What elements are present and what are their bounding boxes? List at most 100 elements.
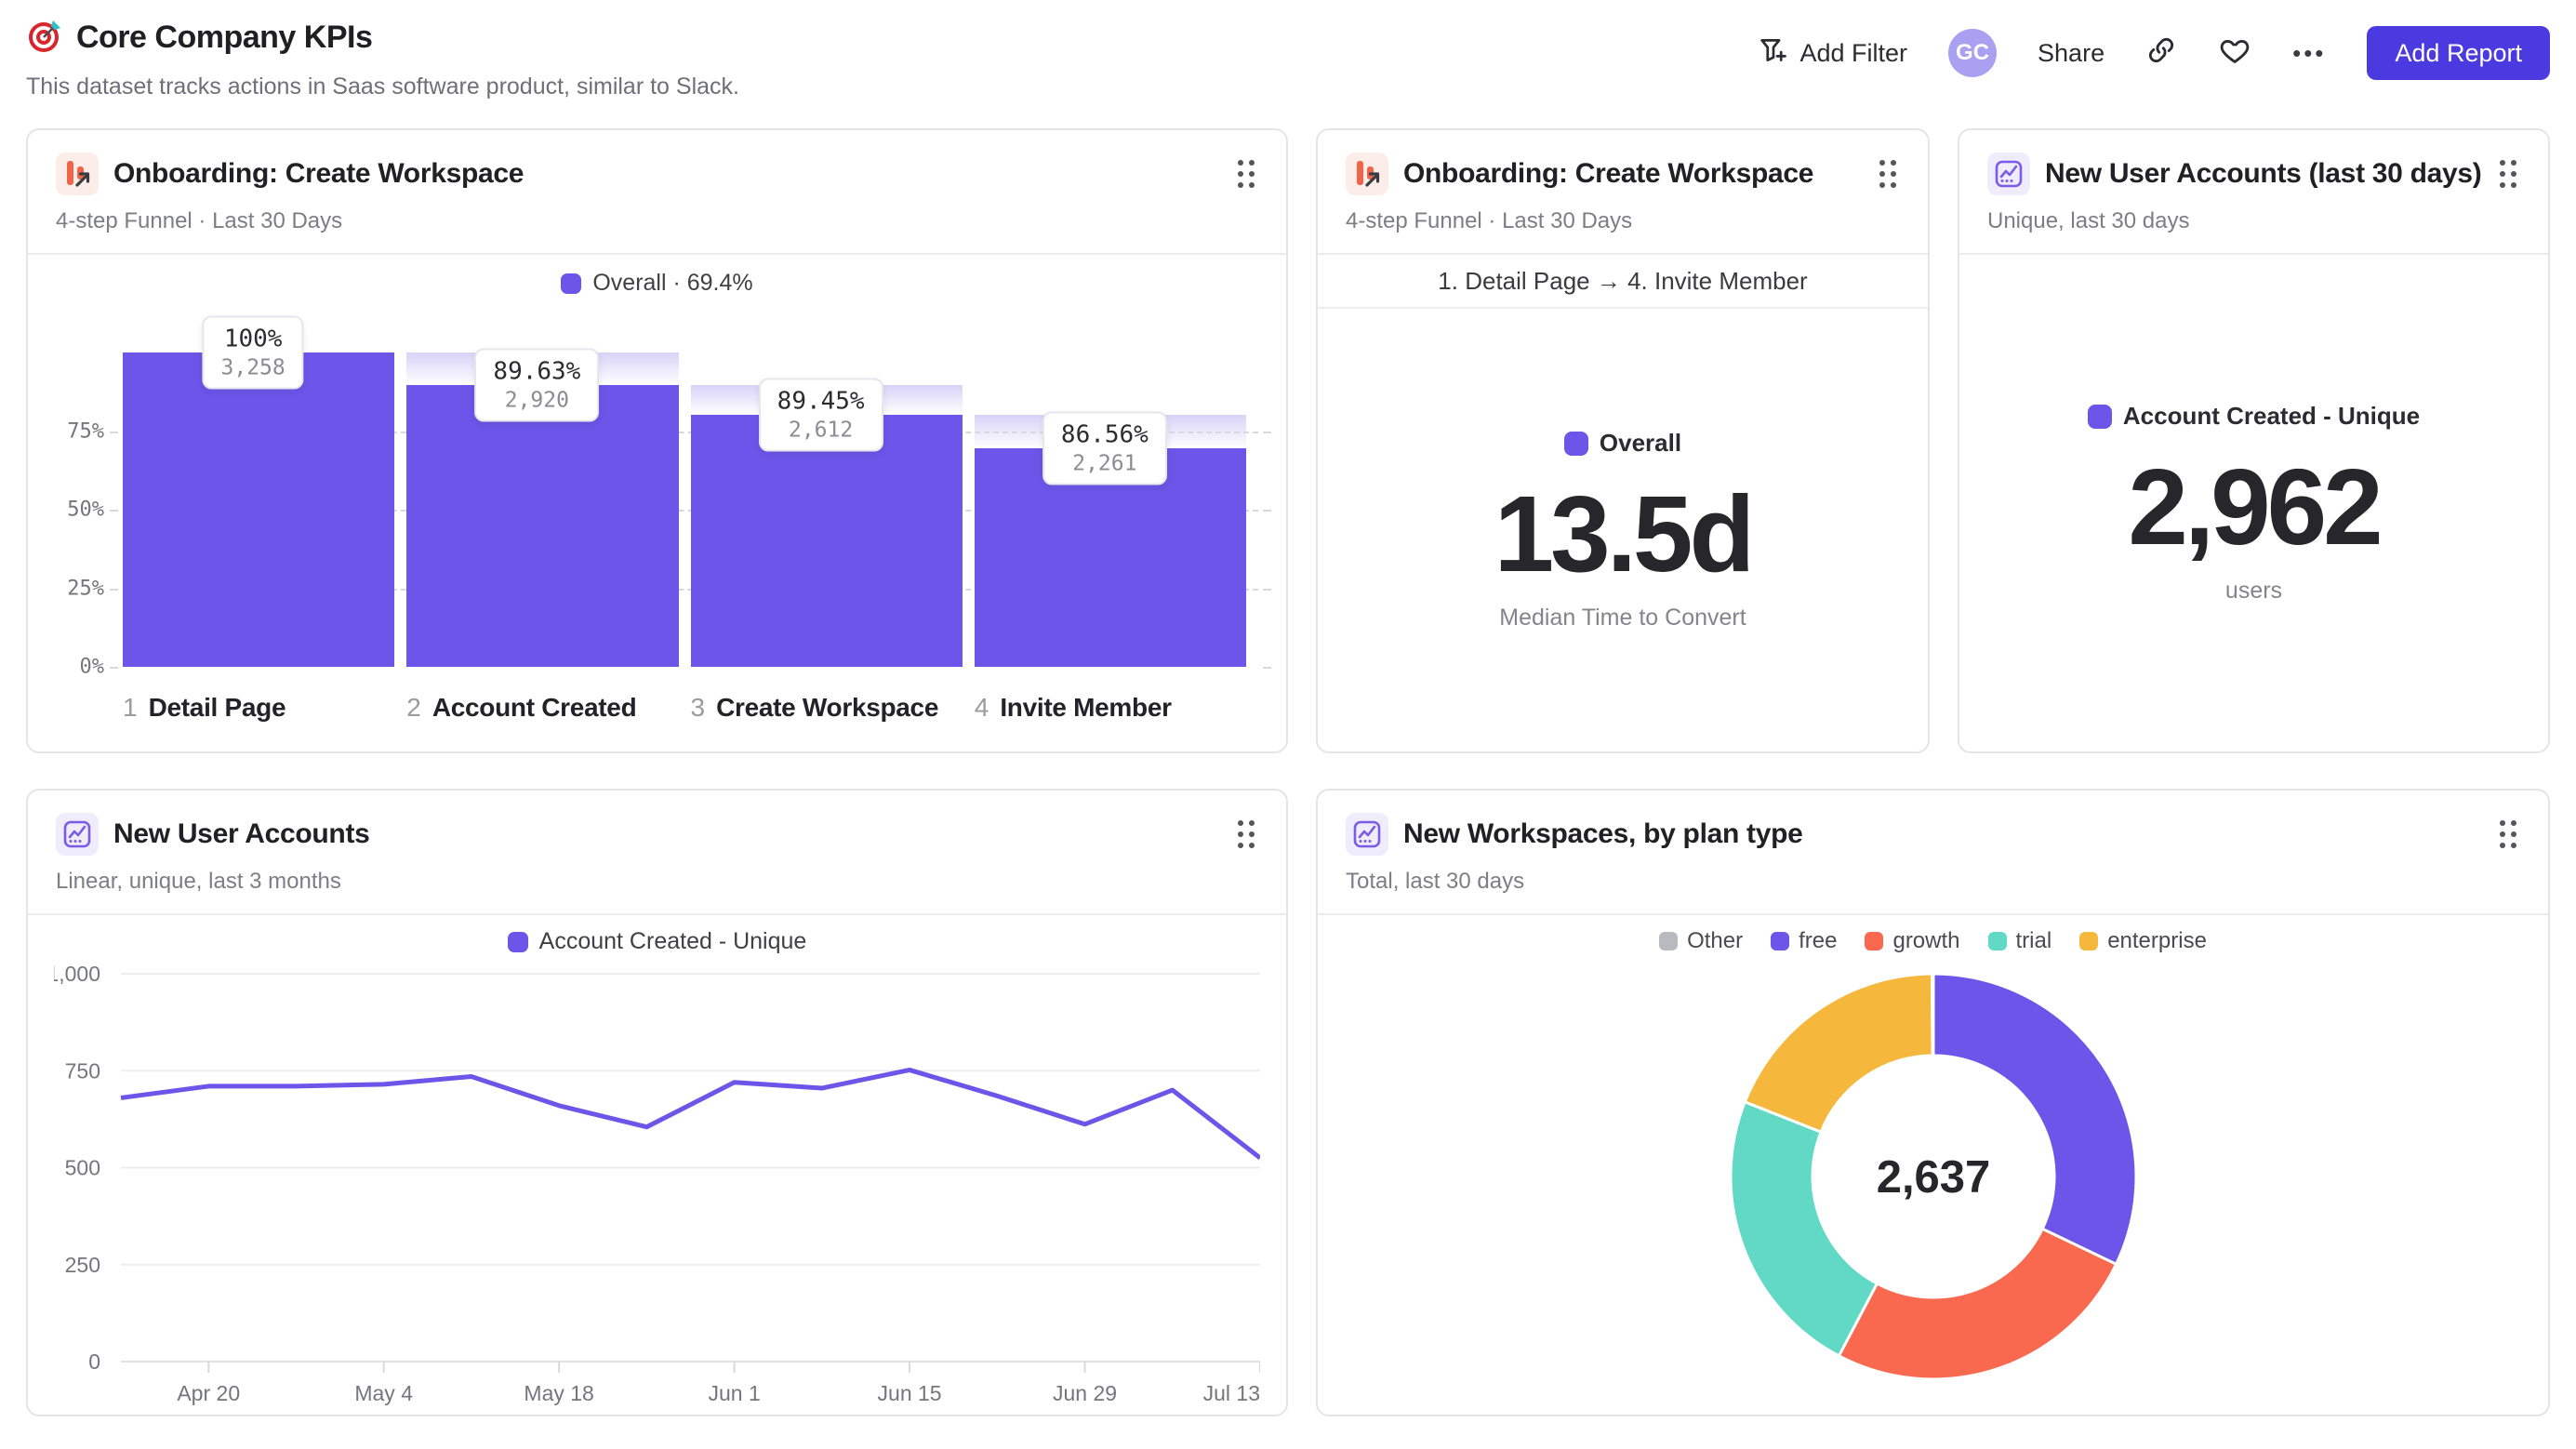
funnel-steps: 1 Detail Page 2 Account Created 3 Create Work… [123, 693, 1258, 723]
legend-swatch [1659, 932, 1679, 950]
donut-slice-other[interactable] [1930, 972, 1934, 1057]
funnel-bar-slot[interactable]: 89.63% 2,920 [406, 348, 679, 667]
funnel-legend[interactable]: Overall · 69.4% [56, 270, 1258, 297]
share-label: Share [2038, 38, 2105, 67]
favorite-button[interactable] [2218, 33, 2251, 73]
donut-legend-item-free[interactable]: free [1771, 928, 1837, 954]
add-filter-button[interactable]: Add Filter [1757, 34, 1907, 73]
legend-swatch [1771, 932, 1790, 950]
card-drag-handle[interactable] [1876, 156, 1900, 192]
target-icon [26, 17, 63, 59]
funnel-tick-mark [110, 510, 118, 512]
card-title: Onboarding: Create Workspace [113, 158, 524, 189]
funnel-bar-slot[interactable]: 86.56% 2,261 [974, 352, 1246, 667]
page-title: Core Company KPIs [76, 20, 373, 55]
trend-line[interactable] [120, 1067, 1262, 1161]
page-header: Core Company KPIs This dataset tracks ac… [0, 0, 2576, 100]
step-number: 1 [123, 693, 138, 722]
legend-label: growth [1892, 928, 1960, 953]
legend-label: free [1799, 928, 1838, 953]
donut-chart[interactable]: 2,637 [1715, 954, 2152, 1400]
svg-text:Jul 13: Jul 13 [1203, 1381, 1260, 1405]
funnel-step-label: 1 Detail Page [123, 693, 406, 723]
filter-plus-icon [1757, 34, 1788, 73]
funnel-step-range: 1. Detail Page → 4. Invite Member [1318, 255, 1928, 309]
more-options-button[interactable]: ••• [2292, 38, 2327, 67]
svg-text:Jun 15: Jun 15 [878, 1381, 942, 1405]
funnel-bar[interactable] [123, 352, 395, 667]
legend-swatch [1987, 932, 2007, 950]
conversion-count: 2,612 [788, 418, 854, 443]
funnel-step-label: 2 Account Created [406, 693, 690, 723]
metric-legend[interactable]: Account Created - Unique [2087, 402, 2421, 431]
metric-caption: Median Time to Convert [1499, 604, 1746, 631]
add-filter-label: Add Filter [1799, 38, 1908, 67]
card-new-user-accounts-trend: New User Accounts Linear, unique, last 3… [26, 789, 1288, 1416]
card-drag-handle[interactable] [1234, 817, 1258, 852]
svg-text:Apr 20: Apr 20 [177, 1381, 240, 1405]
svg-text:Jun 1: Jun 1 [708, 1381, 760, 1405]
funnel-bar-slot[interactable]: 89.45% 2,612 [690, 352, 963, 667]
median-time-value: 13.5d [1494, 473, 1756, 595]
svg-text:Jun 29: Jun 29 [1053, 1381, 1117, 1405]
funnel-bar[interactable] [406, 385, 679, 667]
step-number: 4 [974, 693, 989, 722]
svg-text:750: 750 [65, 1058, 100, 1083]
avatar[interactable]: GC [1948, 29, 1998, 77]
legend-swatch [2087, 404, 2112, 429]
share-button[interactable]: Share [2038, 39, 2105, 68]
funnel-tick-mark [110, 667, 118, 669]
donut-slice-enterprise[interactable] [1742, 972, 1934, 1135]
metric-caption: users [2224, 577, 2283, 604]
card-onboarding-funnel: Onboarding: Create Workspace 4-step Funn… [26, 128, 1288, 753]
svg-text:1,000: 1,000 [54, 962, 100, 986]
copy-link-button[interactable] [2145, 34, 2177, 73]
funnel-y-tick-label: 75% [67, 419, 104, 443]
funnel-tick-mark [110, 588, 118, 591]
svg-text:500: 500 [65, 1156, 100, 1180]
card-new-user-accounts-total: New User Accounts (last 30 days) Unique,… [1958, 128, 2550, 753]
card-subtitle: Unique, last 30 days [1987, 208, 2190, 233]
legend-swatch [1865, 932, 1884, 950]
legend-label: Account Created - Unique [2122, 402, 2421, 431]
funnel-report-icon [1346, 153, 1388, 195]
funnel-report-icon [56, 153, 99, 195]
conversion-pct: 89.63% [493, 357, 581, 386]
conversion-count: 3,258 [220, 355, 285, 380]
card-drag-handle[interactable] [2496, 817, 2520, 852]
funnel-y-tick-label: 25% [67, 577, 104, 600]
donut-legend: Other free growth trial enterprise [1659, 928, 2207, 954]
metric-legend[interactable]: Overall [1563, 429, 1681, 458]
add-report-button[interactable]: Add Report [2367, 26, 2550, 80]
card-time-to-convert: Onboarding: Create Workspace 4-step Funn… [1316, 128, 1930, 753]
step-name: Invite Member [1000, 693, 1172, 722]
svg-text:0: 0 [88, 1349, 100, 1374]
funnel-bar[interactable] [690, 415, 963, 667]
donut-legend-item-enterprise[interactable]: enterprise [2079, 928, 2207, 954]
svg-text:250: 250 [65, 1253, 100, 1277]
line-legend[interactable]: Account Created - Unique [507, 928, 806, 955]
donut-slice-trial[interactable] [1729, 1099, 1879, 1358]
donut-slice-growth[interactable] [1836, 1227, 2118, 1381]
step-name: Create Workspace [716, 693, 939, 722]
donut-legend-item-growth[interactable]: growth [1865, 928, 1960, 954]
link-icon [2145, 34, 2177, 73]
funnel-tick-mark [1263, 431, 1271, 433]
funnel-value-label: 86.56% 2,261 [1042, 411, 1167, 485]
funnel-bar-slot[interactable]: 100% 3,258 [123, 315, 395, 667]
funnel-y-tick-label: 50% [67, 498, 104, 522]
donut-slice-free[interactable] [1932, 972, 2137, 1267]
svg-text:May 4: May 4 [354, 1381, 413, 1405]
card-drag-handle[interactable] [2496, 156, 2520, 192]
conversion-count: 2,261 [1072, 451, 1137, 476]
conversion-pct: 86.56% [1060, 420, 1149, 449]
card-subtitle: Linear, unique, last 3 months [56, 869, 341, 894]
legend-swatch [561, 273, 582, 294]
insights-report-icon [56, 813, 99, 856]
donut-legend-item-other[interactable]: Other [1659, 928, 1743, 954]
donut-legend-item-trial[interactable]: trial [1987, 928, 2052, 954]
line-chart[interactable]: 0 250 500 750 1,000 Apr 20 May 4 May 18 Jun 1 Jun… [46, 955, 1262, 1415]
funnel-plot[interactable]: 75% 50% 25% 0% 100% 3,258 89.63% 2,920 89.45% 2,6… [67, 315, 1271, 679]
card-drag-handle[interactable] [1234, 156, 1258, 192]
insights-report-icon [1346, 813, 1388, 856]
